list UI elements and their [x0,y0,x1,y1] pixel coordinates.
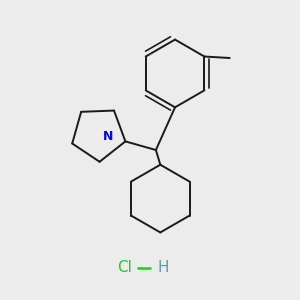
Text: N: N [103,130,113,143]
Text: Cl: Cl [118,260,132,275]
Text: H: H [158,260,169,275]
